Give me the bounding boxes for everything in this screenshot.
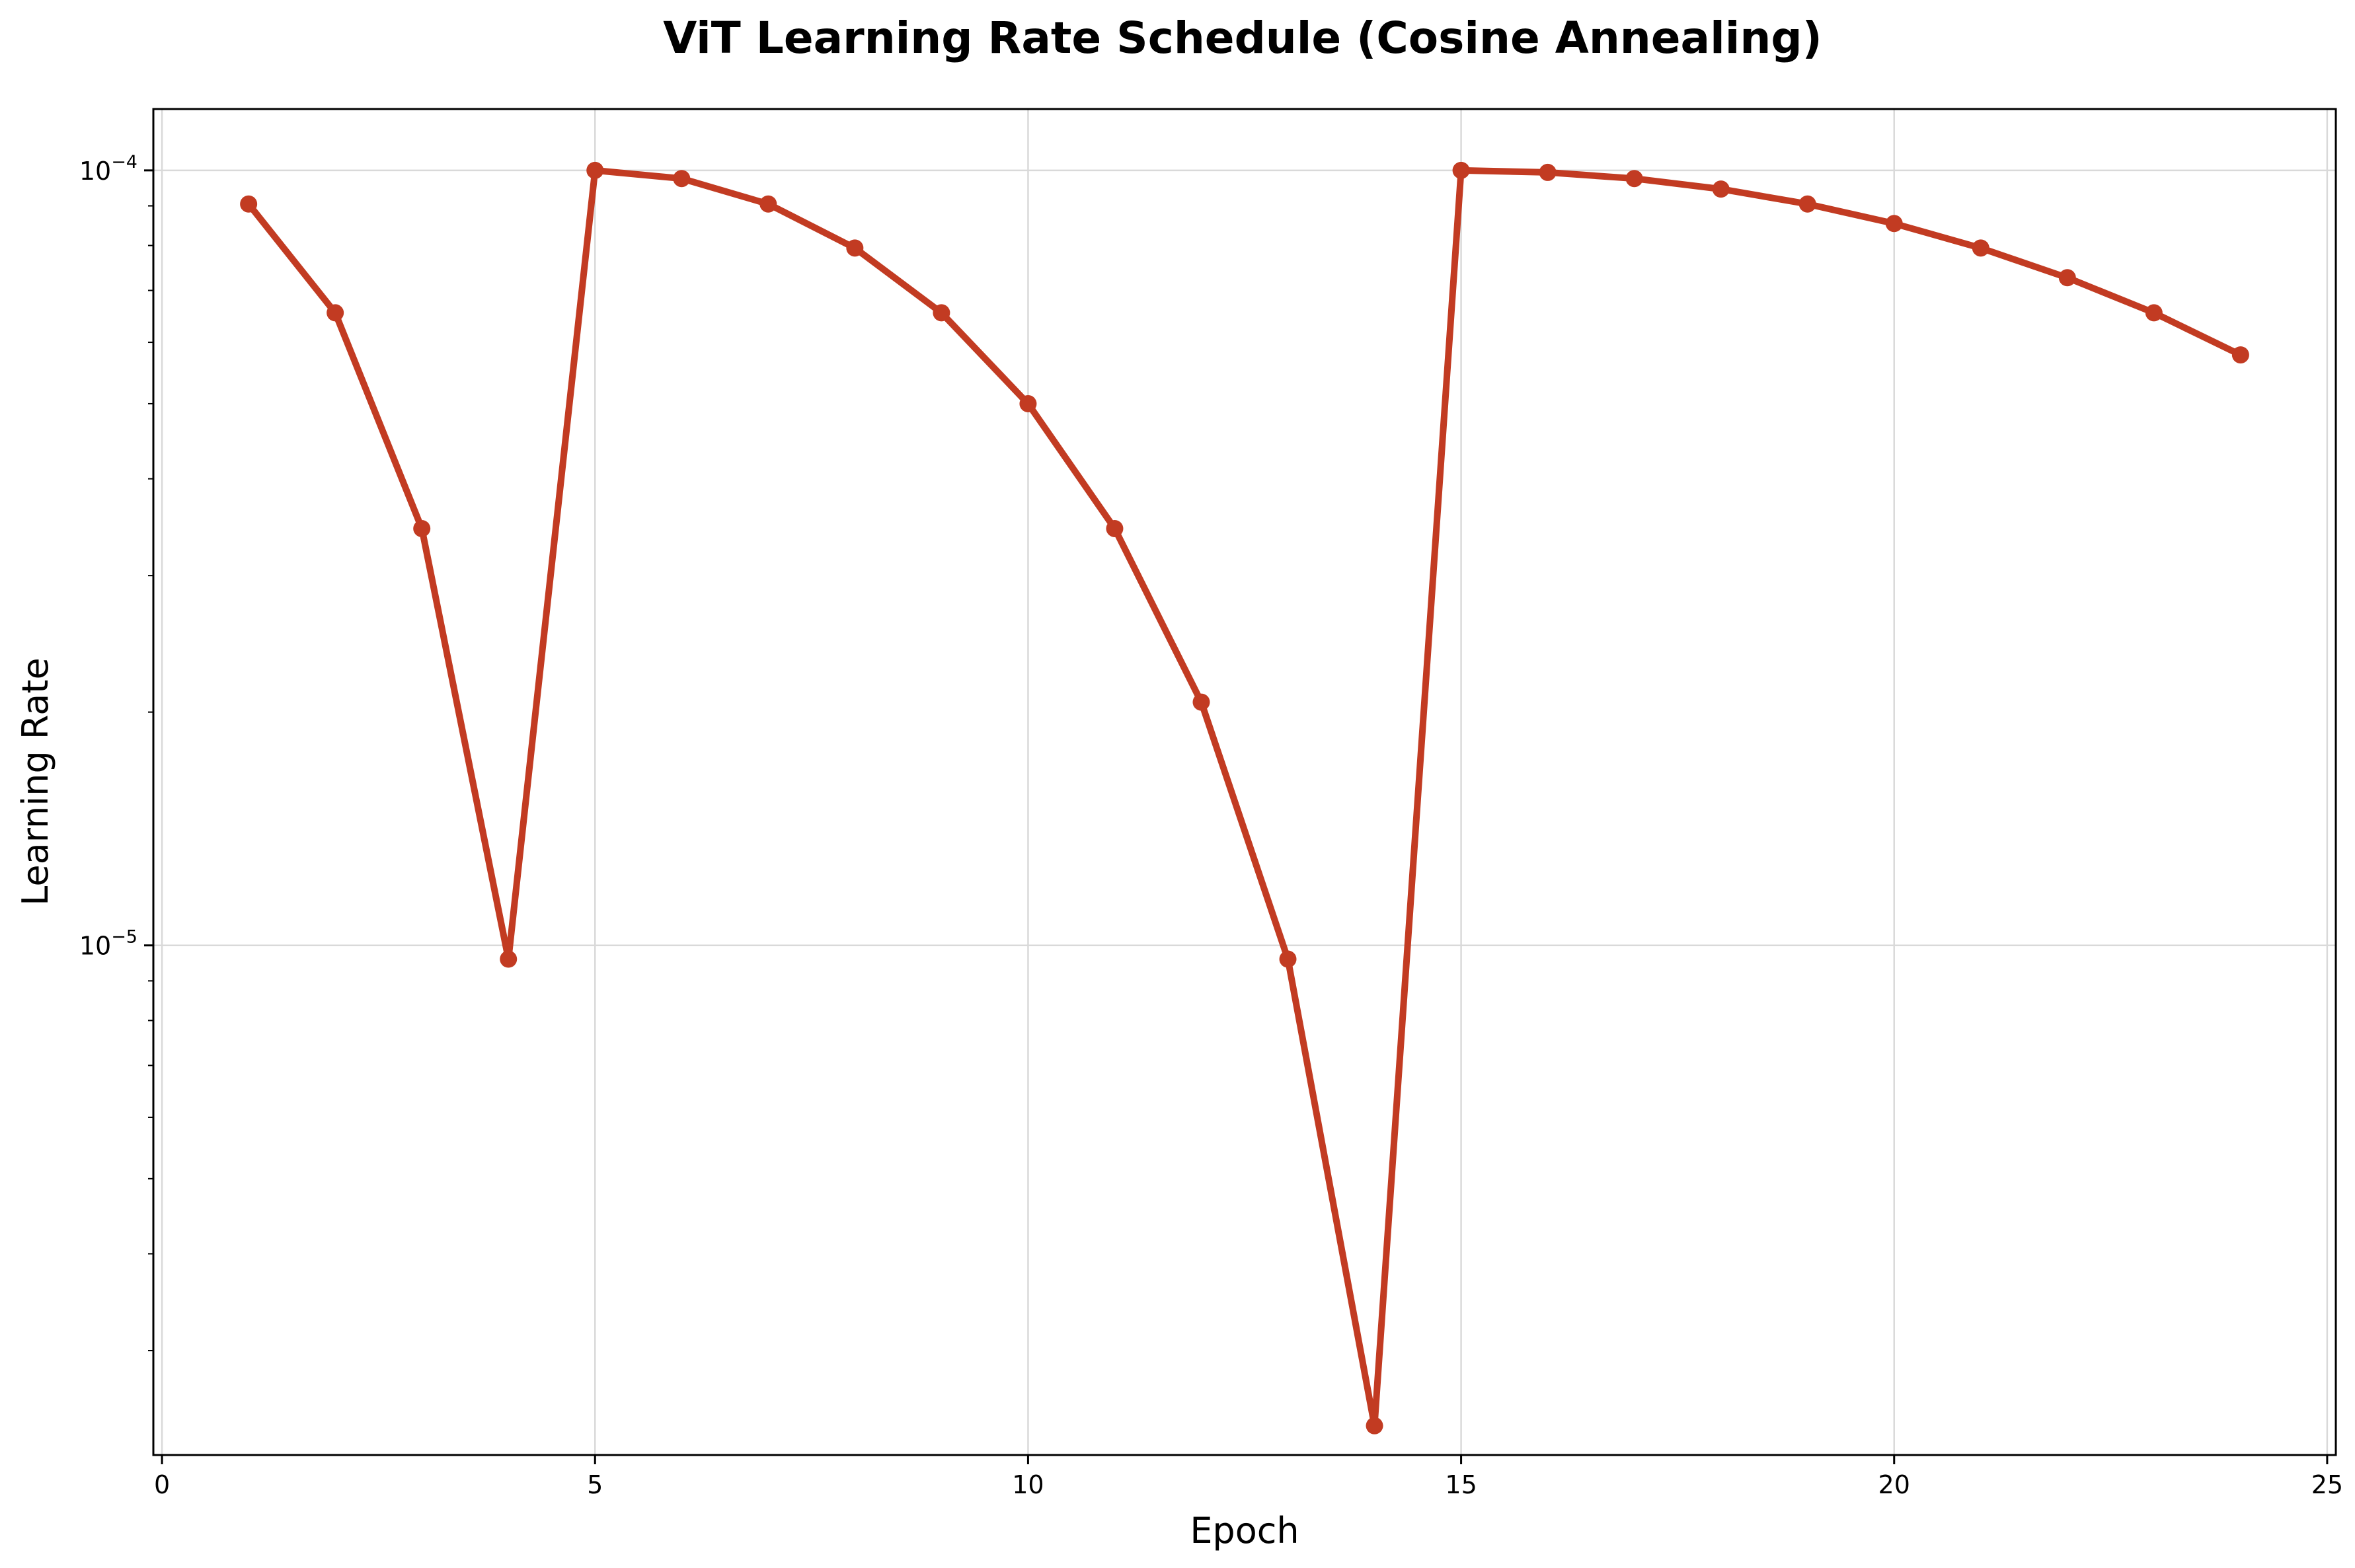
axis-ticks: 0 5 10 15 20 25 10−5 10−4 (79, 152, 2343, 1499)
x-tick-label: 25 (2311, 1470, 2343, 1499)
plot-area-frame (152, 108, 2337, 1456)
data-point (1106, 519, 1124, 537)
grid-lines (153, 109, 2336, 1455)
data-point (1019, 394, 1037, 412)
data-point (1539, 163, 1557, 181)
data-point (2231, 346, 2249, 364)
x-tick-label: 10 (1012, 1470, 1044, 1499)
data-point (327, 304, 344, 322)
chart-title: ViT Learning Rate Schedule (Cosine Annea… (663, 13, 1822, 63)
data-point (846, 239, 864, 257)
data-point (759, 195, 777, 213)
data-point (240, 195, 258, 213)
x-tick-label: 0 (154, 1470, 170, 1499)
data-point (1712, 180, 1730, 198)
data-point (1625, 170, 1643, 188)
y-axis-label: Learning Rate (15, 657, 56, 905)
data-point (2145, 304, 2163, 322)
data-point (500, 950, 518, 968)
data-point (1366, 1417, 1383, 1435)
data-point (1798, 195, 1816, 213)
data-point (1972, 239, 1989, 257)
data-point (673, 170, 691, 188)
series-line (245, 167, 2244, 1429)
data-point (1192, 693, 1210, 711)
data-point (413, 519, 431, 537)
y-tick-label: 10−4 (79, 152, 137, 186)
x-tick-label: 5 (587, 1470, 603, 1499)
x-tick-label: 15 (1445, 1470, 1477, 1499)
data-point (1885, 215, 1903, 233)
data-point (933, 304, 950, 322)
x-tick-label: 20 (1878, 1470, 1910, 1499)
data-point (2058, 269, 2076, 287)
series-layer (240, 161, 2249, 1435)
data-point (1279, 950, 1297, 968)
x-axis-label: Epoch (1190, 1510, 1299, 1551)
data-point (586, 161, 604, 179)
y-tick-label: 10−5 (79, 927, 137, 961)
data-point (1452, 161, 1470, 179)
